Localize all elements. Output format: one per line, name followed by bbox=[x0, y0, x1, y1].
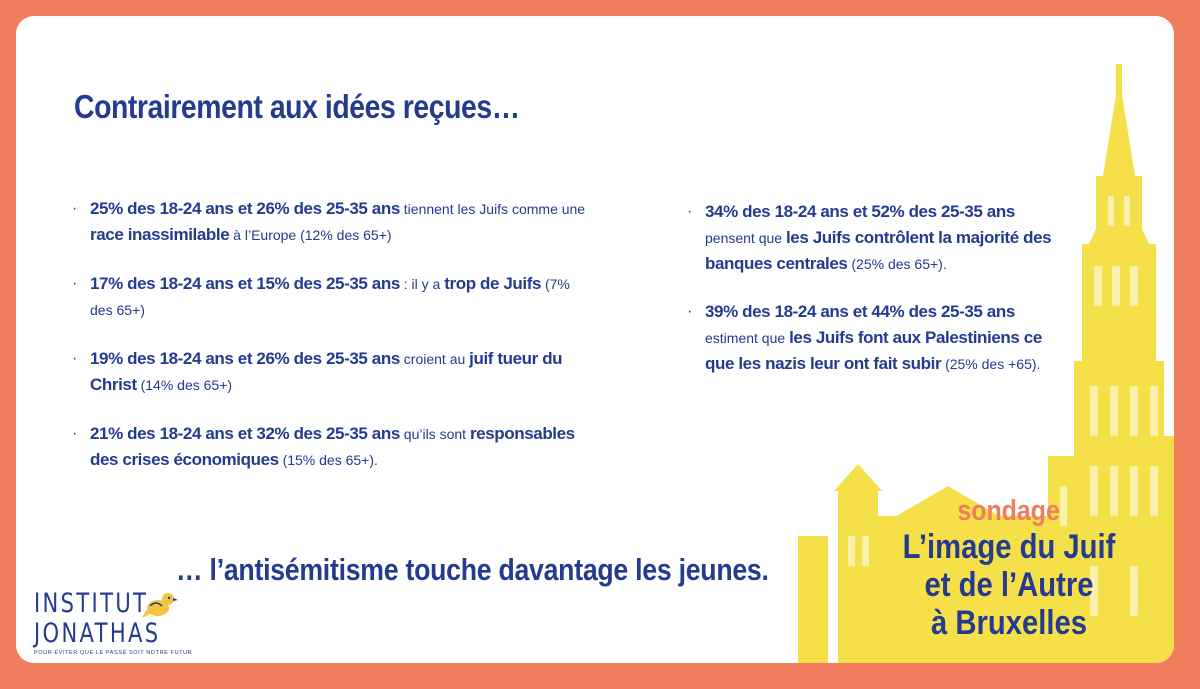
logo-tagline: POUR ÉVITER QUE LE PASSÉ SOIT NOTRE FUTU… bbox=[34, 650, 193, 656]
stat-text: estiment que bbox=[705, 330, 790, 346]
stat-text: : il y a bbox=[399, 276, 445, 292]
institut-jonathas-logo: INSTITUT JONATHAS POUR ÉVITER QUE LE PAS… bbox=[30, 588, 192, 660]
slide: Contrairement aux idées reçues… 25% des … bbox=[16, 16, 1174, 663]
stat-item: 34% des 18-24 ans et 52% des 25-35 ans p… bbox=[687, 199, 1057, 277]
stat-text: à l’Europe (12% des 65+) bbox=[229, 227, 392, 243]
bird-icon bbox=[142, 593, 178, 618]
stat-emphasis: 21% des 18-24 ans et 32% des 25-35 ans bbox=[90, 424, 400, 443]
slide-title: Contrairement aux idées reçues… bbox=[74, 88, 520, 125]
stat-emphasis: les Juifs contrôlent la majorité des ban… bbox=[705, 228, 1052, 273]
stat-emphasis: race inassimilable bbox=[90, 225, 230, 244]
stat-emphasis: 25% des 18-24 ans et 26% des 25-35 ans bbox=[90, 199, 400, 218]
stat-item: 19% des 18-24 ans et 26% des 25-35 ans c… bbox=[72, 346, 592, 398]
stat-text: croient au bbox=[399, 351, 470, 367]
stat-item: 39% des 18-24 ans et 44% des 25-35 ans e… bbox=[687, 299, 1057, 377]
sondage-label: sondage bbox=[957, 495, 1061, 527]
logo-line-2: JONATHAS bbox=[34, 618, 161, 649]
stat-text: (25% des 65+). bbox=[847, 256, 947, 272]
stat-item: 21% des 18-24 ans et 32% des 25-35 ans q… bbox=[72, 421, 592, 473]
grand-place-illustration bbox=[798, 64, 1174, 663]
stat-emphasis: 19% des 18-24 ans et 26% des 25-35 ans bbox=[90, 349, 400, 368]
stat-emphasis: 39% des 18-24 ans et 44% des 25-35 ans bbox=[705, 302, 1015, 321]
sondage-block: sondage L’image du Juif et de l’Autre à … bbox=[844, 494, 1174, 642]
stat-text: (14% des 65+) bbox=[136, 377, 233, 393]
sondage-title-line-3: à Bruxelles bbox=[930, 604, 1088, 642]
left-stat-list: 25% des 18-24 ans et 26% des 25-35 ans t… bbox=[72, 196, 592, 496]
logo-line-1: INSTITUT bbox=[34, 588, 149, 619]
sondage-title-line-2: et de l’Autre bbox=[924, 566, 1094, 604]
stat-text: tiennent les Juifs comme une bbox=[399, 201, 586, 217]
stat-item: 25% des 18-24 ans et 26% des 25-35 ans t… bbox=[72, 196, 592, 248]
stat-text: (15% des 65+). bbox=[278, 452, 378, 468]
stat-emphasis: 34% des 18-24 ans et 52% des 25-35 ans bbox=[705, 202, 1015, 221]
stat-emphasis: juif tueur du Christ bbox=[90, 349, 563, 394]
conclusion-text: … l’antisémitisme touche davantage les j… bbox=[176, 552, 769, 587]
stat-emphasis: responsables des crises économiques bbox=[90, 424, 575, 469]
stat-emphasis: trop de Juifs bbox=[444, 274, 542, 293]
stat-emphasis: 17% des 18-24 ans et 15% des 25-35 ans bbox=[90, 274, 400, 293]
sondage-title-line-1: L’image du Juif bbox=[902, 528, 1116, 566]
stat-item: 17% des 18-24 ans et 15% des 25-35 ans :… bbox=[72, 271, 592, 323]
stat-text: (7% des 65+) bbox=[90, 276, 570, 318]
stat-text: qu’ils sont bbox=[399, 426, 470, 442]
stat-text: pensent que bbox=[705, 230, 786, 246]
stat-text: (25% des +65). bbox=[941, 356, 1041, 372]
right-stat-list: 34% des 18-24 ans et 52% des 25-35 ans p… bbox=[687, 199, 1057, 399]
stat-emphasis: les Juifs font aux Palestiniens ce que l… bbox=[705, 328, 1042, 373]
